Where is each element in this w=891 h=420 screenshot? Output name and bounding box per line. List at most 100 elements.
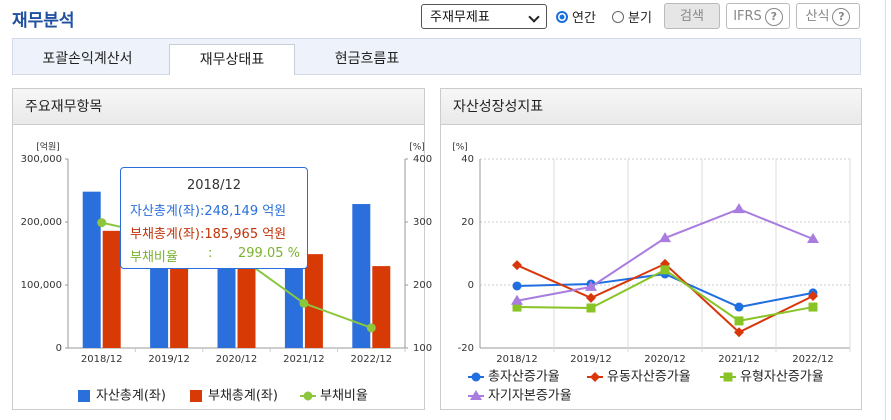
panel (12, 88, 425, 410)
x-tick-label: 2022/12 (351, 354, 393, 365)
help-icon: ? (832, 8, 851, 26)
bar (170, 244, 189, 348)
y-axis-label: [%] (452, 143, 468, 153)
button-label: 검색 (680, 9, 704, 24)
marker (733, 203, 745, 214)
tab[interactable]: 포괄손익계산서 (42, 51, 133, 67)
panel-title: 주요재무항목 (13, 89, 424, 125)
y2-tick-label: 400 (413, 154, 432, 165)
y-tick-label: 20 (461, 217, 474, 228)
legend-label: 유형자산증가율 (740, 370, 824, 385)
tooltip-row: 부채비율: 299.05 % (130, 246, 300, 265)
tab[interactable]: 재무상태표 (169, 44, 295, 75)
tooltip-row: 부채총계(좌):185,965 억원 (130, 223, 286, 242)
marker (734, 327, 744, 338)
marker (734, 302, 744, 312)
bar (102, 230, 121, 348)
tooltip-value: 248,149 억원 (204, 204, 287, 219)
marker (512, 281, 522, 291)
radio-quarter[interactable]: 분기 (612, 7, 652, 26)
marker (659, 232, 671, 243)
marker (807, 233, 819, 244)
marker (660, 265, 670, 275)
y2-tick-label: 200 (413, 280, 432, 291)
marker (366, 323, 376, 333)
help-icon: ? (764, 8, 783, 26)
search-button[interactable]: 검색 (664, 3, 720, 29)
tooltip-sep: : (208, 246, 213, 261)
button-label: 산식 (805, 9, 830, 24)
x-tick-label: 2022/12 (792, 354, 834, 365)
marker (734, 316, 744, 326)
x-tick-label: 2019/12 (148, 354, 190, 365)
radio-dot (612, 10, 624, 23)
bar (82, 191, 101, 348)
tab-bar (12, 38, 861, 75)
y2-tick-label: 300 (413, 217, 432, 228)
radio-dot (556, 10, 568, 23)
legend-label: 자산총계(좌) (96, 389, 166, 404)
panel-title: 자산성장성지표 (441, 89, 861, 125)
marker (808, 302, 818, 312)
radio-label: 분기 (628, 11, 652, 26)
legend-swatch (78, 390, 90, 402)
y-tick-label: 40 (461, 154, 474, 165)
statement-select[interactable]: 주재무제표 (421, 4, 547, 29)
marker (303, 391, 313, 401)
marker (585, 280, 597, 291)
marker (512, 302, 522, 312)
legend-label: 부채비율 (320, 389, 368, 404)
x-tick-label: 2021/12 (718, 354, 760, 365)
page-title: 재무분석 (12, 11, 75, 31)
tooltip-label: 부채비율 (130, 250, 178, 265)
marker (808, 291, 818, 302)
formula-button[interactable]: 산식? (796, 3, 860, 29)
marker (586, 303, 596, 313)
legend-label: 총자산증가율 (488, 370, 560, 385)
y-tick-label: 200,000 (21, 217, 62, 228)
marker (511, 294, 523, 305)
legend-swatch (190, 390, 202, 402)
x-tick-label: 2018/12 (496, 354, 538, 365)
marker (470, 390, 482, 400)
tooltip-label: 자산총계(좌): (130, 204, 205, 219)
y-tick-label: 300,000 (21, 154, 62, 165)
marker (590, 372, 600, 382)
y-tick-label: 0 (468, 280, 474, 291)
bar (372, 266, 391, 348)
tooltip: 2018/12 자산총계(좌):248,149 억원 부채총계(좌):185,9… (120, 167, 308, 269)
bar (304, 254, 323, 348)
bar (237, 247, 256, 348)
marker (512, 260, 522, 271)
legend-label: 자기자본증가율 (488, 389, 572, 404)
y2-axis-label: [%] (409, 143, 425, 153)
x-tick-label: 2019/12 (570, 354, 612, 365)
bar (352, 204, 371, 348)
tooltip-value: 185,965 억원 (204, 227, 287, 242)
x-tick-label: 2020/12 (644, 354, 686, 365)
marker (586, 292, 596, 303)
radio-label: 연간 (572, 11, 596, 26)
marker (97, 218, 107, 228)
divider (885, 0, 886, 420)
y-axis-label: [억원] (36, 141, 60, 153)
marker (471, 372, 481, 382)
ifrs-button[interactable]: IFRS? (726, 3, 790, 29)
y2-tick-label: 100 (413, 343, 432, 354)
y-tick-label: 100,000 (21, 280, 62, 291)
tab[interactable]: 현금흐름표 (334, 51, 400, 67)
radio-annual[interactable]: 연간 (556, 7, 596, 26)
line (516, 208, 814, 302)
marker (723, 372, 733, 382)
x-tick-label: 2018/12 (81, 354, 123, 365)
x-tick-label: 2021/12 (283, 354, 325, 365)
tooltip-title: 2018/12 (186, 178, 241, 193)
marker (299, 298, 309, 308)
button-label: IFRS (733, 9, 762, 24)
legend-label: 부채총계(좌) (208, 389, 278, 404)
tooltip-label: 부채총계(좌): (130, 227, 205, 242)
tooltip-value: 299.05 % (238, 246, 300, 261)
y-tick-label: 0 (56, 343, 62, 354)
